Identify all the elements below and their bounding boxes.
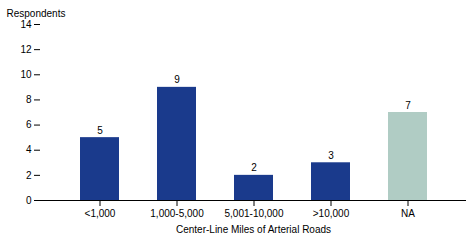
svg-text:6: 6 (26, 119, 32, 130)
svg-text:9: 9 (174, 74, 180, 85)
svg-text:1,000-5,000: 1,000-5,000 (150, 208, 204, 219)
svg-text:0: 0 (26, 195, 32, 206)
svg-text:12: 12 (20, 44, 32, 55)
svg-text:8: 8 (26, 94, 32, 105)
svg-text:4: 4 (26, 144, 32, 155)
svg-text:5,001-10,000: 5,001-10,000 (225, 208, 284, 219)
svg-text:Center-Line Miles of Arterial: Center-Line Miles of Arterial Roads (176, 224, 331, 235)
svg-text:5: 5 (97, 125, 103, 136)
svg-text:2: 2 (26, 170, 32, 181)
svg-text:>10,000: >10,000 (313, 208, 350, 219)
svg-text:2: 2 (251, 162, 257, 173)
svg-text:3: 3 (328, 150, 334, 161)
svg-text:10: 10 (20, 69, 32, 80)
svg-text:Respondents: Respondents (7, 8, 66, 19)
svg-text:<1,000: <1,000 (85, 208, 116, 219)
svg-text:14: 14 (20, 19, 32, 30)
svg-text:7: 7 (405, 100, 411, 111)
svg-text:NA: NA (401, 208, 415, 219)
